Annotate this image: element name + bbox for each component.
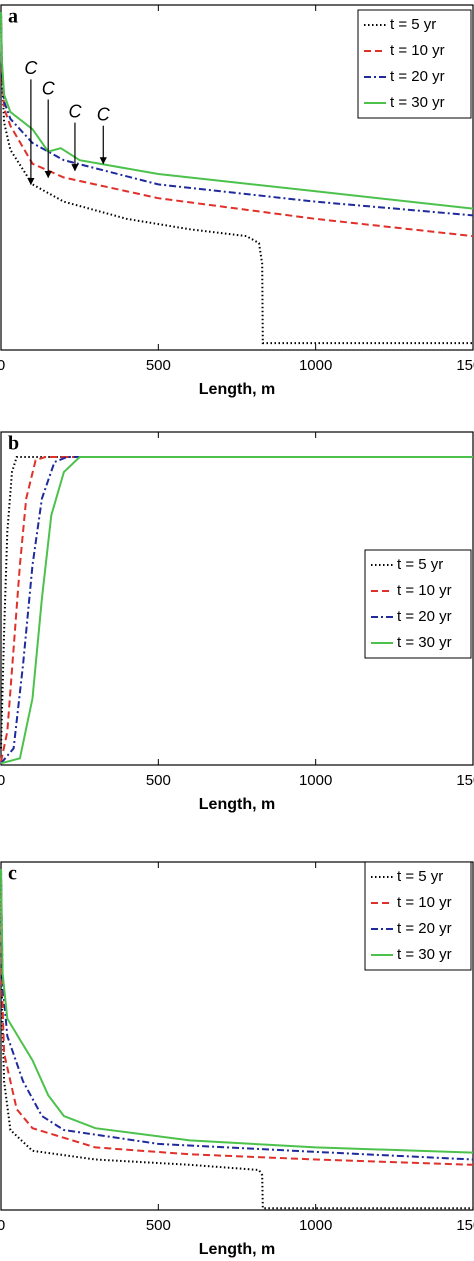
x-tick-label: 0 xyxy=(0,772,5,789)
x-axis-label: Length, m xyxy=(199,796,275,813)
series-line xyxy=(0,868,474,1154)
legend-box xyxy=(364,549,472,659)
series-line xyxy=(0,456,473,765)
x-tick-label: 1500 xyxy=(456,772,474,789)
legend-label: t = 10 yr xyxy=(390,42,445,59)
legend-box xyxy=(357,9,472,119)
legend-label: t = 10 yr xyxy=(397,582,452,599)
legend-label: t = 10 yr xyxy=(397,894,452,911)
plot-frame xyxy=(0,861,474,1211)
x-tick-label: 0 xyxy=(0,1217,5,1234)
x-tick-label: 500 xyxy=(146,357,171,374)
annotation: C xyxy=(42,78,56,98)
series-line xyxy=(0,456,473,762)
legend-label: t = 30 yr xyxy=(397,634,452,651)
legend-label: t = 5 yr xyxy=(397,868,443,885)
annotation: C xyxy=(24,58,38,78)
x-tick-label: 500 xyxy=(146,1217,171,1234)
series-line xyxy=(0,11,473,345)
x-tick-label: 1500 xyxy=(456,1217,474,1234)
panel-label: c xyxy=(8,863,17,885)
plot-frame xyxy=(0,431,474,766)
series-line xyxy=(0,868,474,1161)
legend-label: t = 20 yr xyxy=(397,920,452,937)
series-line xyxy=(0,868,473,1210)
x-tick-label: 0 xyxy=(0,357,5,374)
x-tick-label: 1000 xyxy=(299,357,332,374)
plot-frame xyxy=(0,4,474,351)
annotation: C xyxy=(97,104,111,124)
legend-box xyxy=(364,861,472,971)
panel-label: a xyxy=(8,6,18,28)
legend-label: t = 20 yr xyxy=(397,608,452,625)
x-tick-label: 500 xyxy=(146,772,171,789)
annotation: C xyxy=(68,101,82,121)
legend-label: t = 30 yr xyxy=(397,946,452,963)
legend-label: t = 20 yr xyxy=(390,68,445,85)
x-axis-label: Length, m xyxy=(199,381,275,398)
x-axis-label: Length, m xyxy=(199,1241,275,1258)
panel-label: b xyxy=(8,433,19,455)
x-tick-label: 1500 xyxy=(456,357,474,374)
legend-label: t = 5 yr xyxy=(397,556,443,573)
legend-label: t = 5 yr xyxy=(390,16,436,33)
legend-label: t = 30 yr xyxy=(390,94,445,111)
series-line xyxy=(0,868,474,1166)
x-tick-label: 1000 xyxy=(299,1217,332,1234)
x-tick-label: 1000 xyxy=(299,772,332,789)
series-line xyxy=(0,456,473,764)
